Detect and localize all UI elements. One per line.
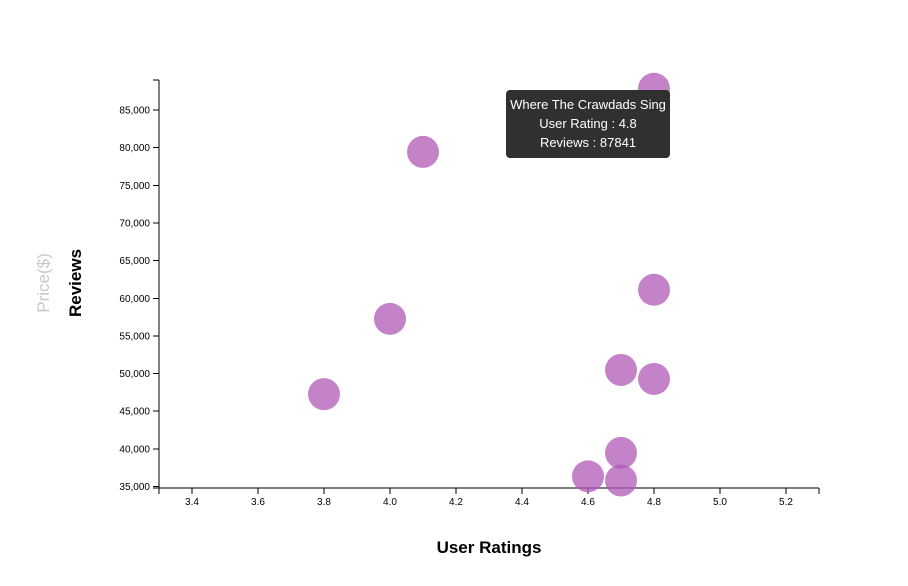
x-tick-label: 3.6 [251, 497, 265, 508]
data-point[interactable] [605, 436, 637, 469]
data-point[interactable] [374, 302, 406, 335]
data-point[interactable] [605, 464, 637, 497]
x-tick-label: 5.2 [779, 497, 793, 508]
data-point[interactable] [572, 460, 604, 493]
data-points [308, 72, 670, 497]
y-tick-label: 55,000 [119, 331, 150, 342]
y-tick-label: 35,000 [119, 482, 150, 493]
y-tick-label: 80,000 [119, 143, 150, 154]
y-tick-label: 85,000 [119, 106, 150, 117]
x-axis-title: User Ratings [437, 538, 542, 557]
data-point[interactable] [407, 135, 439, 168]
x-tick-label: 4.4 [515, 497, 529, 508]
data-point[interactable] [605, 353, 637, 386]
x-tick-label: 4.8 [647, 497, 661, 508]
point-tooltip: Where The Crawdads Sing User Rating : 4.… [506, 90, 670, 158]
tooltip-title: Where The Crawdads Sing [510, 97, 666, 112]
y-axis-title-faded: Price($) [34, 253, 53, 313]
y-tick-label: 40,000 [119, 444, 150, 455]
y-tick-label: 45,000 [119, 407, 150, 418]
data-point[interactable] [638, 273, 670, 306]
data-point[interactable] [308, 378, 340, 411]
data-point[interactable] [638, 362, 670, 395]
y-tick-label: 50,000 [119, 369, 150, 380]
x-tick-label: 3.8 [317, 497, 331, 508]
x-tick-label: 4.2 [449, 497, 463, 508]
x-tick-label: 3.4 [185, 497, 199, 508]
y-axis-title: Reviews [66, 249, 85, 317]
y-tick-label: 60,000 [119, 294, 150, 305]
y-tick-label: 70,000 [119, 219, 150, 230]
tooltip-rating: User Rating : 4.8 [539, 116, 637, 131]
x-tick-label: 5.0 [713, 497, 727, 508]
tooltip-reviews: Reviews : 87841 [539, 135, 637, 150]
x-tick-label: 4.0 [383, 497, 397, 508]
y-tick-label: 65,000 [119, 256, 150, 267]
y-tick-label: 75,000 [119, 181, 150, 192]
y-axis: 35,000 40,000 45,000 50,000 55,000 60,000 65,0… [119, 79, 160, 493]
x-tick-label: 4.6 [581, 497, 595, 508]
x-axis: 3.4 3.6 3.8 4.0 4.2 4.4 4.6 4.8 5.0 5.2 [158, 487, 820, 508]
